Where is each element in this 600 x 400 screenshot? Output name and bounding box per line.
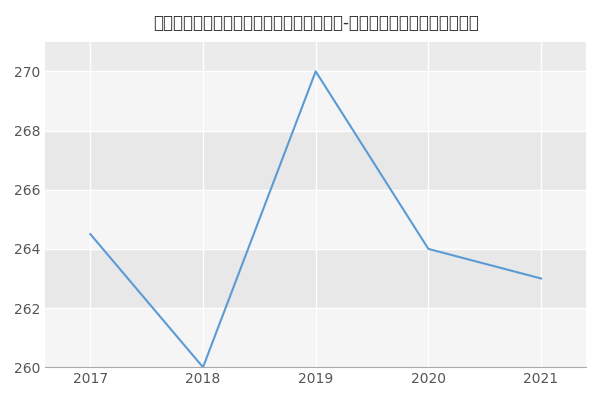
Bar — [45, 249, 586, 308]
Title: 内蒙古科技大学材料与冶金学院材料工程（-历年复试）研究生录取分数线: 内蒙古科技大学材料与冶金学院材料工程（-历年复试）研究生录取分数线 — [153, 14, 479, 32]
Bar — [45, 130, 586, 190]
Bar — [45, 190, 586, 249]
Bar — [45, 71, 586, 130]
Bar — [45, 308, 586, 367]
